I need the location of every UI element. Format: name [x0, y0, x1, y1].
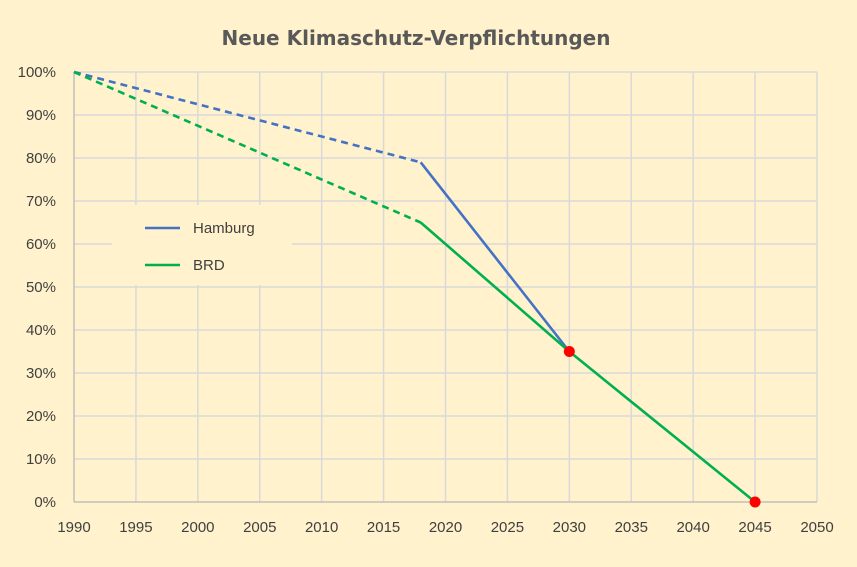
x-tick-label: 2040	[676, 519, 709, 536]
legend-label-brd: BRD	[193, 257, 225, 274]
x-tick-label: 2015	[367, 519, 400, 536]
grid	[74, 71, 818, 502]
markers	[563, 346, 761, 508]
series-line-brd-dashed	[73, 70, 422, 224]
target-marker	[563, 346, 575, 357]
y-tick-label: 30%	[26, 365, 56, 382]
legend-label-hamburg: Hamburg	[193, 220, 255, 237]
chart-title: Neue Klimaschutz-Verpflichtungen	[222, 26, 611, 50]
y-tick-label: 80%	[26, 150, 56, 167]
y-tick-label: 50%	[26, 279, 56, 296]
series-line-hamburg-solid	[419, 161, 571, 353]
x-tick-label: 2035	[615, 519, 648, 536]
x-tick-label: 2030	[553, 519, 586, 536]
x-tick-label: 2020	[429, 519, 462, 536]
x-tick-label: 2010	[305, 519, 338, 536]
y-tick-label: 20%	[26, 408, 56, 425]
series-line-hamburg-dashed	[73, 70, 422, 164]
x-tick-label: 2050	[800, 519, 833, 536]
legend-background	[112, 205, 292, 285]
x-tick-label: 2025	[491, 519, 524, 536]
x-tick-label: 1995	[119, 519, 152, 536]
x-tick-labels: 1990 1995 2000 2005 2010 2015 2020 2025 2030 2035…	[57, 519, 833, 536]
series-line-brd-solid	[419, 221, 756, 504]
y-tick-label: 90%	[26, 107, 56, 124]
x-tick-label: 1990	[57, 519, 90, 536]
target-marker	[749, 496, 761, 508]
x-tick-label: 2045	[738, 519, 771, 536]
legend: Hamburg BRD	[112, 205, 292, 285]
y-tick-label: 100%	[18, 64, 56, 81]
y-tick-labels: 0% 10% 20% 30% 40% 50% 60% 70% 80% 90% 100%	[18, 64, 56, 511]
y-tick-label: 40%	[26, 322, 56, 339]
axes	[73, 72, 817, 503]
y-tick-label: 70%	[26, 193, 56, 210]
y-tick-label: 10%	[26, 451, 56, 468]
y-tick-label: 60%	[26, 236, 56, 253]
y-tick-label: 0%	[34, 494, 56, 511]
x-tick-label: 2000	[181, 519, 214, 536]
x-tick-label: 2005	[243, 519, 276, 536]
